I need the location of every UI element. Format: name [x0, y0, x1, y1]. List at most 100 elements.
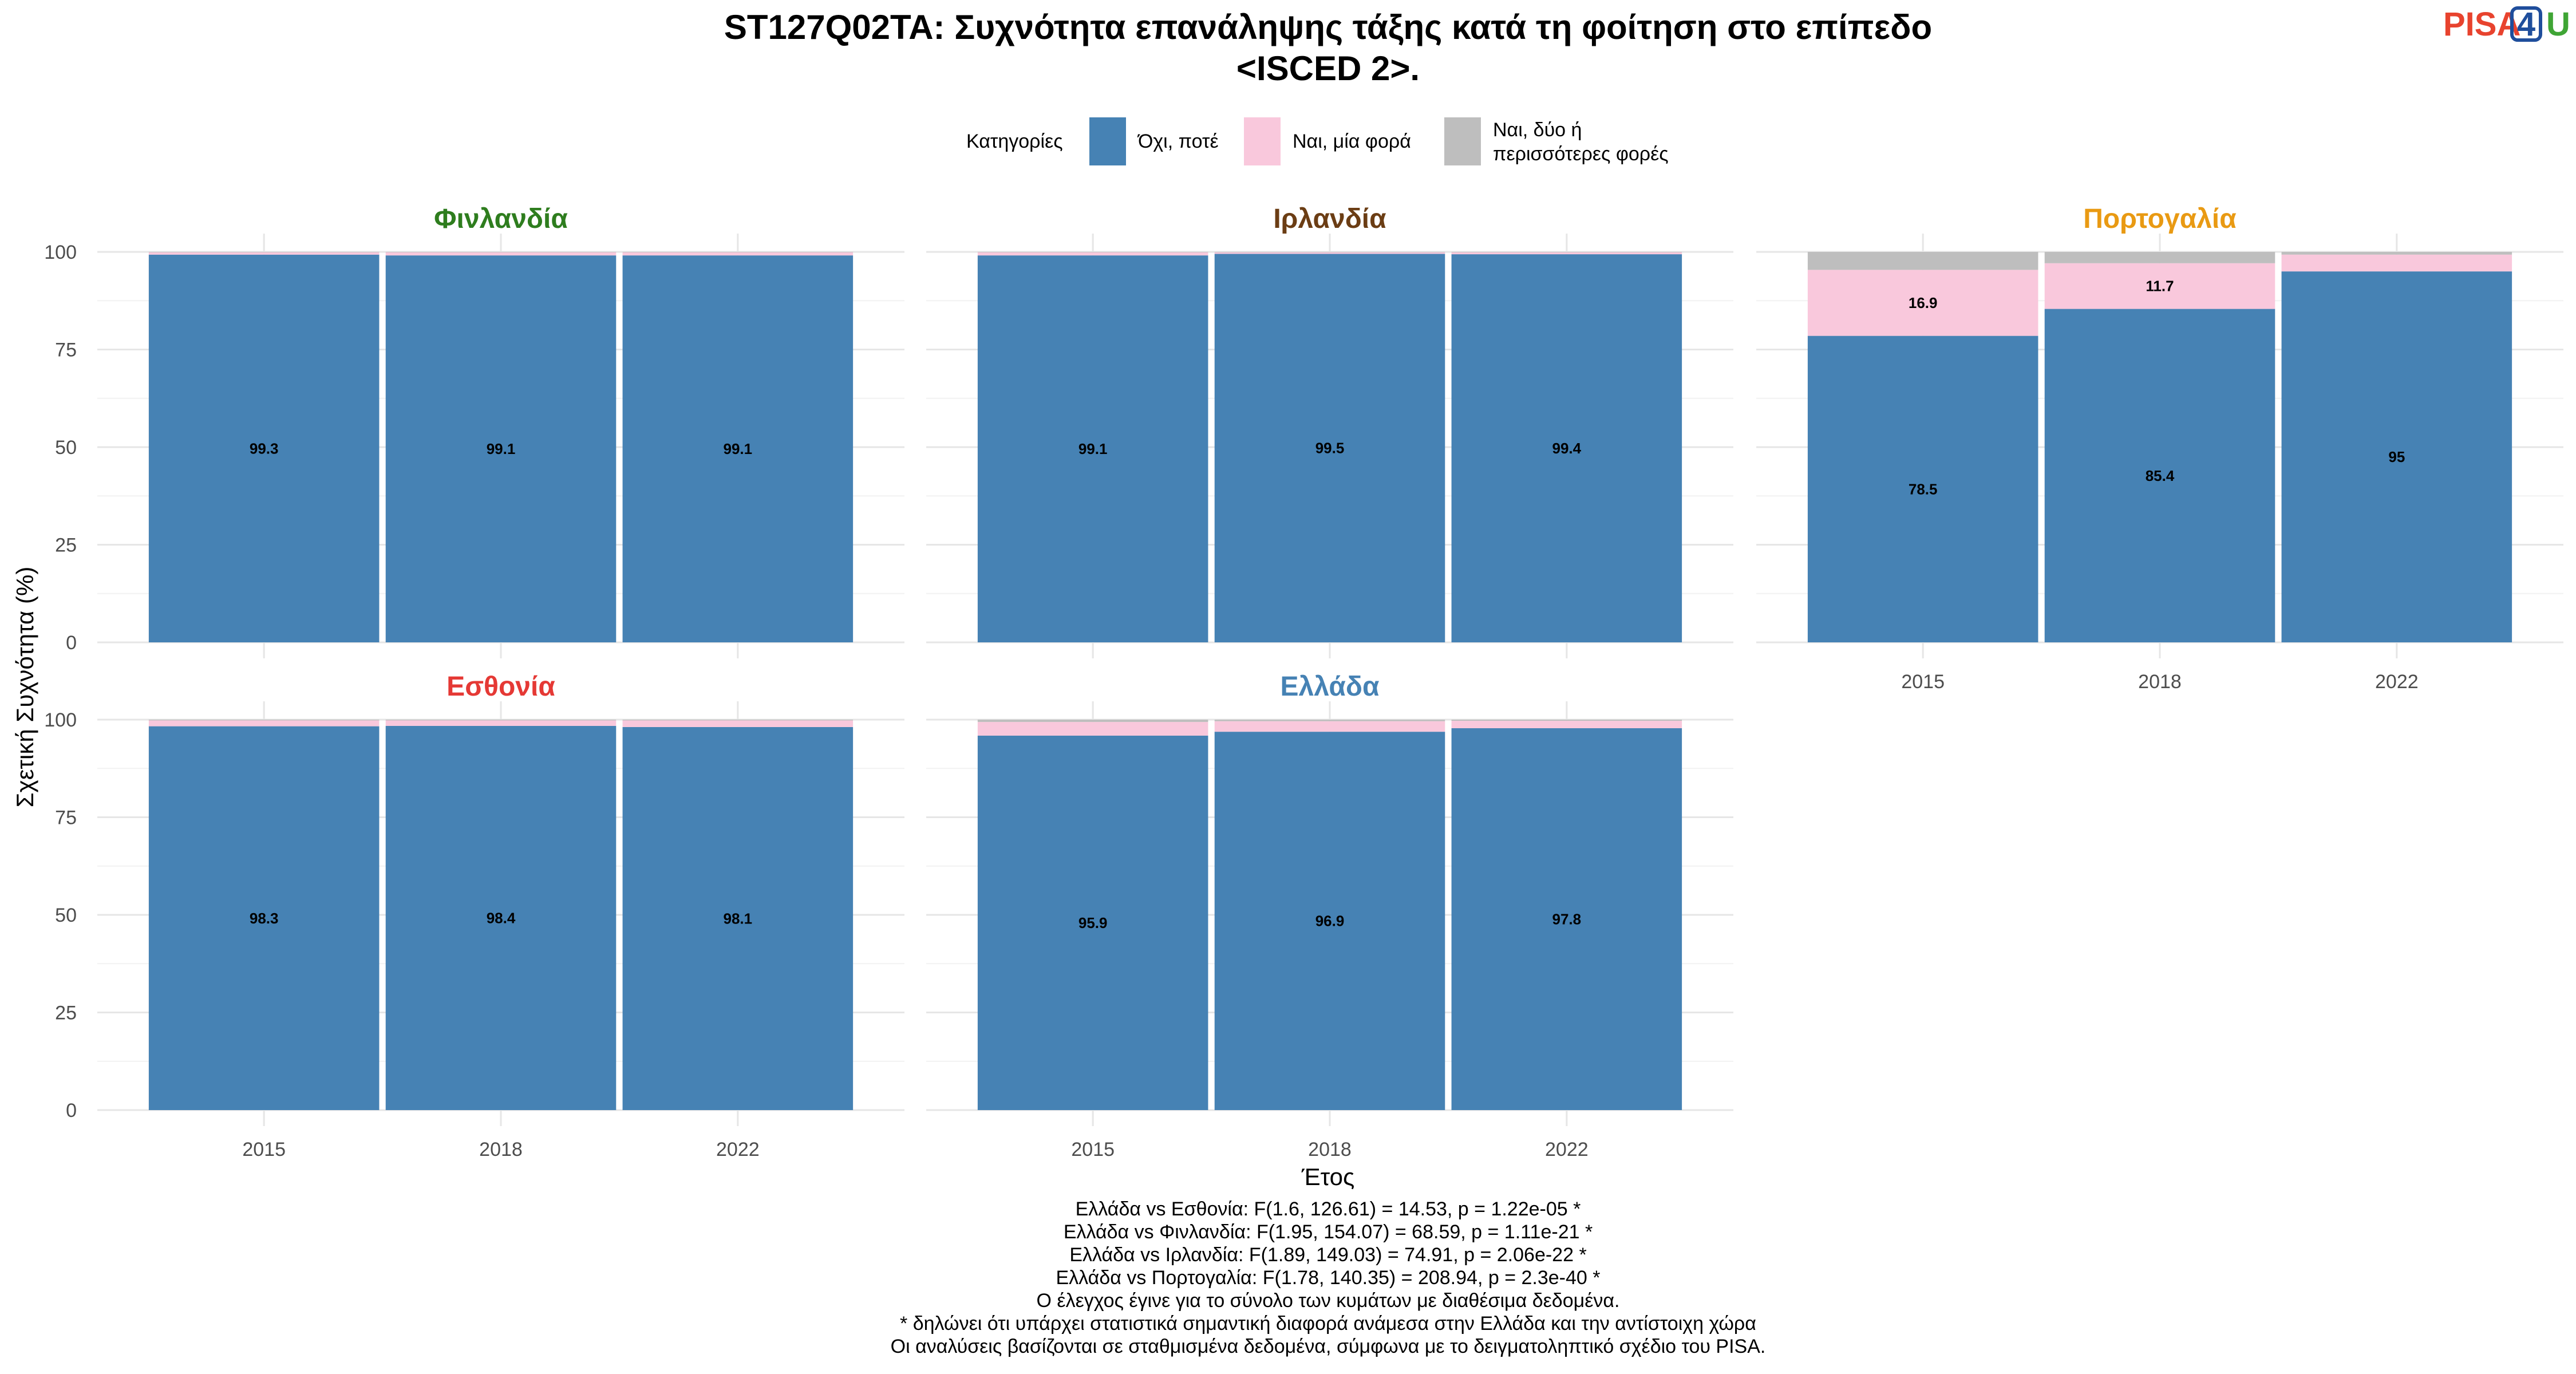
bar-segment-2015-2 — [148, 252, 380, 255]
bar-value-label: 11.7 — [2146, 278, 2174, 295]
bar-value-label: 95 — [2388, 448, 2405, 465]
bar-value-label: 98.3 — [250, 910, 279, 927]
bar-segment-2018-3 — [1214, 720, 1445, 721]
bar-segment-2018-1 — [1214, 254, 1445, 642]
bar-segment-2018-1 — [2044, 309, 2275, 642]
bar-segment-2015-1 — [1807, 335, 2038, 642]
x-tick-label: 2022 — [1545, 1139, 1589, 1160]
panel-φινλανδία: Φινλανδία 0 25 50 75 100 99.3 99.1 99.1 — [44, 204, 904, 658]
logo-four-box — [2510, 6, 2542, 42]
legend-title: Κατηγορίες — [966, 131, 1063, 152]
bar-value-label: 99.1 — [1078, 440, 1108, 457]
bar-value-label: 99.1 — [487, 440, 516, 457]
bar-value-label: 99.1 — [724, 440, 753, 457]
bar-segment-2022-1 — [622, 727, 854, 1110]
footnote-line: Ελλάδα vs Εσθονία: F(1.6, 126.61) = 14.5… — [1076, 1198, 1581, 1220]
bar-segment-2018-2 — [385, 720, 617, 726]
x-tick-label: 2022 — [716, 1139, 760, 1160]
bar-segment-2015-3 — [977, 720, 1208, 722]
bar-segment-2018-2 — [2044, 263, 2275, 309]
footnote-line: Οι αναλύσεις βασίζονται σε σταθμισμένα δ… — [891, 1336, 1766, 1357]
bar-segment-2015-1 — [148, 726, 380, 1110]
bar-value-label: 99.3 — [250, 440, 279, 457]
bar-segment-2022-3 — [2281, 252, 2512, 255]
legend: Κατηγορίες Όχι, ποτέ Ναι, μία φορά Ναι, δύ… — [966, 117, 1669, 165]
bar-value-label: 96.9 — [1315, 913, 1345, 930]
x-tick-label: 2015 — [242, 1139, 286, 1160]
bar-segment-2018-2 — [1214, 252, 1445, 254]
logo-text: PISA — [2443, 6, 2520, 43]
bar-segment-2015-1 — [148, 254, 380, 642]
bar-value-label: 95.9 — [1078, 914, 1108, 931]
panel-πορτογαλία: Πορτογαλία 2015 2018 2022 78.5 16.9 85.4 11.7 95 — [1756, 204, 2563, 693]
legend-key-2 — [1244, 117, 1281, 165]
bar-segment-2022-2 — [1451, 252, 1682, 255]
footnote-line: Ο έλεγχος έγινε για το σύνολο των κυμάτω… — [1037, 1290, 1620, 1312]
bar-segment-2015-3 — [1807, 252, 2038, 270]
y-tick-label: 0 — [66, 632, 77, 654]
bar-segment-2015-2 — [977, 722, 1208, 736]
bar-segment-2018-1 — [385, 255, 617, 642]
bar-value-label: 99.5 — [1315, 440, 1345, 457]
bar-segment-2022-2 — [622, 252, 854, 256]
bar-segment-2015-2 — [148, 720, 380, 727]
bar-segment-2022-3 — [1451, 720, 1682, 721]
panel-title: Εσθονία — [447, 672, 555, 702]
y-tick-label: 100 — [44, 709, 77, 731]
y-tick-label: 25 — [55, 535, 77, 556]
bar-segment-2018-1 — [1214, 732, 1445, 1110]
bar-segment-2015-2 — [977, 252, 1208, 256]
x-tick-label: 2022 — [2375, 671, 2419, 693]
panel-title: Φινλανδία — [434, 204, 568, 234]
bar-value-label: 97.8 — [1552, 911, 1582, 928]
bar-segment-2022-1 — [2281, 271, 2512, 643]
legend-key-1 — [1089, 117, 1126, 165]
y-tick-label: 75 — [55, 807, 77, 829]
panel-εσθονία: Εσθονία 0 25 50 75 100 2015 2018 2022 98.3 98.4 98.… — [44, 672, 904, 1160]
bar-value-label: 98.1 — [724, 910, 753, 927]
bar-segment-2022-1 — [622, 255, 854, 642]
title-line-1: ST127Q02TA: Συχνότητα επανάληψης τάξης κ… — [724, 8, 1932, 46]
y-tick-label: 50 — [55, 905, 77, 926]
bar-value-label: 85.4 — [2146, 467, 2175, 484]
y-tick-label: 25 — [55, 1002, 77, 1024]
bar-segment-2018-3 — [2044, 252, 2275, 263]
y-tick-label: 0 — [66, 1100, 77, 1122]
bar-segment-2015-1 — [977, 255, 1208, 642]
bar-segment-2022-1 — [1451, 728, 1682, 1110]
y-tick-label: 75 — [55, 339, 77, 361]
footnote-line: Ελλάδα vs Ιρλανδία: F(1.89, 149.03) = 74… — [1069, 1244, 1586, 1266]
bar-segment-2015-1 — [977, 735, 1208, 1110]
logo-u: U — [2546, 6, 2570, 43]
panel-title: Ελλάδα — [1281, 672, 1380, 702]
legend-label-2: Ναι, μία φορά — [1293, 131, 1411, 152]
bar-value-label: 78.5 — [1909, 480, 1938, 498]
panel-title: Ιρλανδία — [1273, 204, 1386, 234]
legend-key-3 — [1444, 117, 1481, 165]
panel-ελλάδα: Ελλάδα 2015 2018 2022 95.9 96.9 97.8 — [926, 672, 1733, 1160]
footnote-line: Ελλάδα vs Φινλανδία: F(1.95, 154.07) = 6… — [1064, 1221, 1593, 1243]
chart-title: ST127Q02TA: Συχνότητα επανάληψης τάξης κ… — [724, 8, 1932, 88]
legend-label-1: Όχι, ποτέ — [1137, 131, 1219, 152]
footnote-line: Ελλάδα vs Πορτογαλία: F(1.78, 140.35) = … — [1056, 1267, 1601, 1289]
legend-label-3: Ναι, δύο ή — [1493, 119, 1582, 141]
bar-value-label: 16.9 — [1909, 294, 1938, 311]
panel-title: Πορτογαλία — [2083, 204, 2237, 234]
bar-value-label: 98.4 — [487, 909, 516, 926]
bar-segment-2018-1 — [385, 725, 617, 1110]
bar-segment-2022-2 — [2281, 254, 2512, 272]
x-tick-label: 2018 — [2138, 671, 2182, 693]
bar-segment-2015-2 — [1807, 270, 2038, 336]
y-tick-label: 50 — [55, 437, 77, 459]
x-tick-label: 2018 — [479, 1139, 523, 1160]
logo-four: 4 — [2517, 6, 2535, 43]
bar-segment-2022-2 — [622, 720, 854, 727]
x-tick-label: 2015 — [1071, 1139, 1115, 1160]
bar-segment-2018-2 — [1214, 721, 1445, 732]
bar-segment-2022-2 — [1451, 721, 1682, 729]
x-tick-label: 2015 — [1901, 671, 1945, 693]
x-tick-label: 2018 — [1308, 1139, 1352, 1160]
bar-segment-2018-2 — [385, 252, 617, 256]
